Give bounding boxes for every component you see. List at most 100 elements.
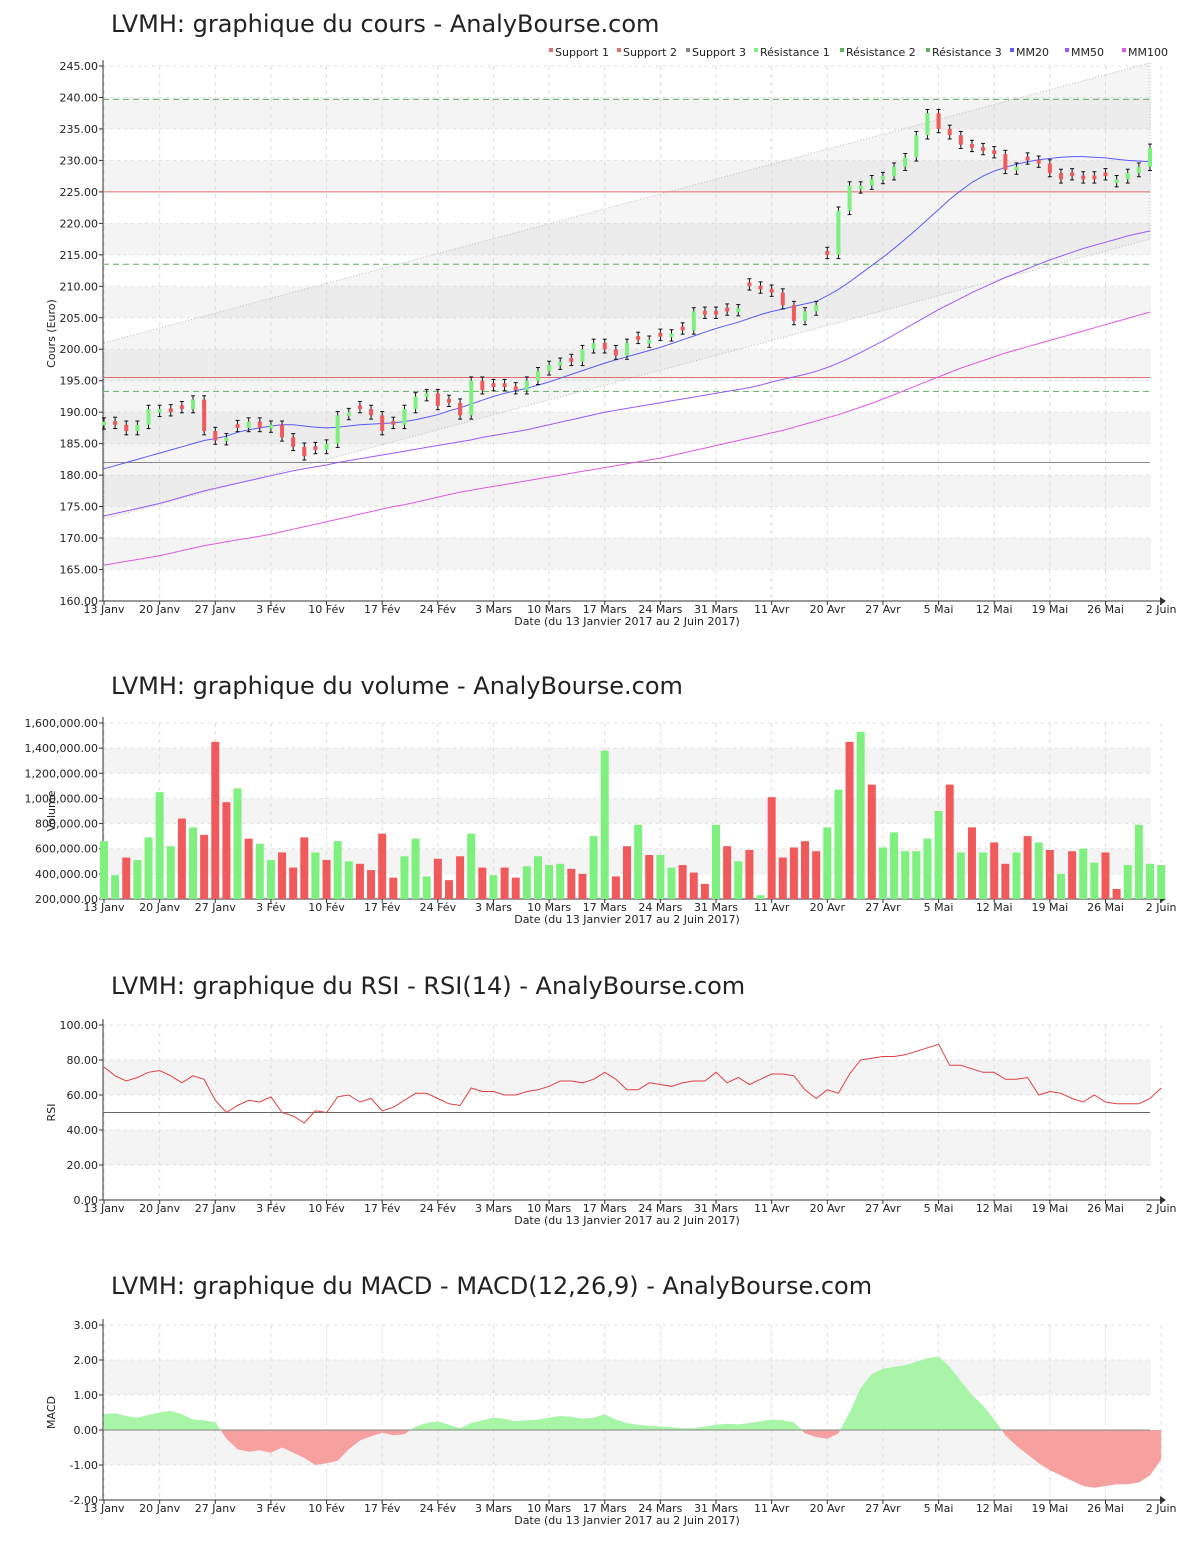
volume-bar [678, 865, 687, 899]
x-tick-label: 17 Fév [364, 603, 401, 616]
volume-bar [834, 789, 843, 899]
x-tick-label: 11 Avr [754, 1502, 790, 1515]
candle-body [981, 147, 986, 151]
candle-body [925, 113, 930, 136]
volume-bar [400, 856, 409, 899]
volume-bar [489, 875, 498, 899]
x-axis-label: Date (du 13 Janvier 2017 au 2 Juin 2017) [514, 615, 740, 628]
volume-bar [545, 865, 554, 899]
grid-band [103, 286, 1151, 318]
candle-body [458, 402, 463, 416]
x-tick-label: 24 Fév [420, 1502, 457, 1515]
legend-item: Support 2 [623, 46, 677, 59]
y-tick-label: 600,000.00 [35, 843, 98, 856]
x-tick-label: 3 Mars [475, 901, 512, 914]
volume-bar [144, 837, 153, 899]
volume-bar [111, 875, 120, 899]
candle-body [135, 424, 140, 432]
candle-body [569, 358, 574, 362]
volume-bar [177, 818, 186, 899]
macd-positive-area [104, 1410, 221, 1430]
candle-body [335, 415, 340, 444]
x-tick-label: 17 Fév [364, 901, 401, 914]
candle-body [1003, 154, 1008, 170]
volume-bar [344, 861, 353, 899]
x-tick-label: 31 Mars [694, 603, 738, 616]
volume-bar [556, 863, 565, 899]
volume-bar [533, 856, 542, 899]
x-tick-label: 27 Janv [195, 1502, 236, 1515]
candle-body [168, 408, 173, 413]
x-tick-label: 24 Fév [420, 1202, 457, 1215]
x-tick-label: 17 Mars [583, 603, 627, 616]
candle-body [814, 305, 819, 312]
volume-bar [823, 827, 832, 899]
volume-panel: LVMH: graphique du volume - AnalyBourse.… [0, 660, 1200, 940]
y-tick-label: 1,200,000.00 [25, 767, 98, 780]
volume-bar [845, 741, 854, 899]
candle-body [736, 308, 741, 313]
y-tick-label: 180.00 [60, 469, 99, 482]
candle-body [502, 383, 507, 387]
rsi-chart: 0.00 20.00 40.00 60.00 80.00 100.00 13 Janv 20 … [45, 1019, 1177, 1227]
x-tick-label: 17 Mars [583, 901, 627, 914]
x-tick-label: 10 Fév [308, 901, 345, 914]
volume-bar [189, 827, 198, 899]
volume-bar [467, 833, 476, 899]
volume-bar [812, 851, 821, 899]
price-chart: 160.00 165.00 170.00 175.00 180.00 185.00 190.… [45, 46, 1177, 628]
volume-chart: 200,000.00 400,000.00 600,000.00 800,000.00… [25, 717, 1177, 926]
x-tick-label: 24 Mars [638, 1502, 682, 1515]
volume-bar [1056, 873, 1065, 899]
candle-body [558, 361, 563, 366]
x-tick-label: 26 Mai [1087, 901, 1124, 914]
y-tick-label: -1.00 [70, 1459, 98, 1472]
candle-body [535, 371, 540, 381]
x-tick-label: 20 Avr [810, 1202, 846, 1215]
legend-item: MM50 [1071, 46, 1104, 59]
volume-bar [500, 867, 509, 899]
macd-negative-area [220, 1430, 411, 1465]
volume-bar [1134, 824, 1143, 899]
candle-body [958, 135, 963, 145]
volume-bar [723, 846, 732, 899]
candle-body [302, 446, 307, 457]
y-tick-label: 80.00 [67, 1054, 99, 1067]
candle-body [291, 437, 296, 447]
volume-bar [867, 784, 876, 899]
legend-swatch [1065, 48, 1069, 52]
legend-item: Support 3 [692, 46, 746, 59]
x-tick-label: 10 Fév [308, 603, 345, 616]
x-tick-label: 27 Avr [865, 603, 901, 616]
candle-body [369, 409, 374, 416]
candle-body [647, 339, 652, 344]
legend-swatch [549, 48, 553, 52]
volume-bar [378, 833, 387, 899]
y-tick-label: 200,000.00 [35, 893, 98, 906]
candle-body [625, 342, 629, 356]
candle-body [892, 166, 897, 177]
y-tick-label: 230.00 [60, 154, 99, 167]
volume-bar [1112, 888, 1121, 899]
y-axis-label: Volume [45, 790, 58, 831]
y-tick-label: 400,000.00 [35, 868, 98, 881]
volume-bar [322, 860, 331, 899]
x-tick-label: 19 Mai [1031, 603, 1068, 616]
y-tick-label: 40.00 [67, 1124, 99, 1137]
x-tick-label: 12 Mai [976, 603, 1013, 616]
candle-body [658, 332, 663, 337]
candle-body [858, 185, 863, 190]
y-tick-label: 225.00 [60, 186, 99, 199]
x-tick-label: 10 Mars [527, 603, 571, 616]
x-tick-label: 27 Avr [865, 1502, 901, 1515]
x-tick-label: 2 Juin [1146, 1502, 1177, 1515]
mm100-line [103, 311, 1151, 566]
volume-bar [1012, 852, 1021, 899]
volume-bar [700, 883, 709, 899]
candle-body [157, 409, 162, 413]
candle-body [491, 383, 496, 387]
x-tick-label: 13 Janv [84, 1202, 125, 1215]
candle-body [1092, 175, 1097, 180]
y-tick-label: 245.00 [60, 60, 99, 73]
x-tick-label: 3 Mars [475, 1502, 512, 1515]
